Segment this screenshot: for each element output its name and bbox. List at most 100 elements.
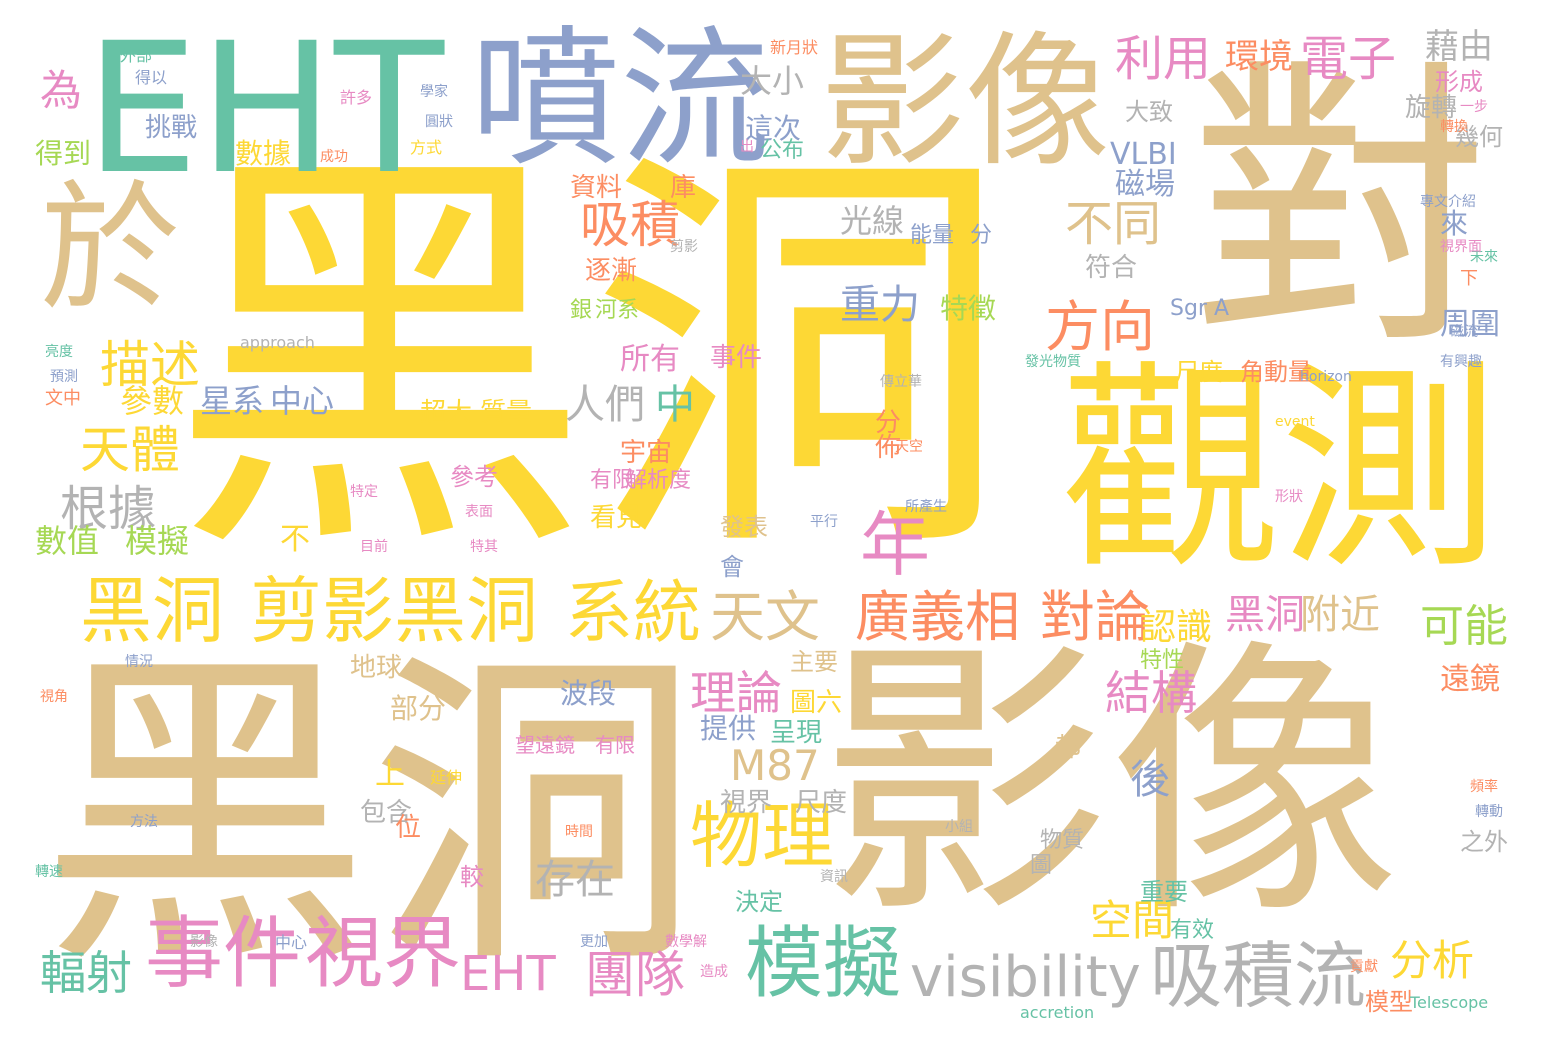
word: 剪影黑洞 xyxy=(250,569,539,653)
word: 方法 xyxy=(130,814,158,830)
word: 剪影 xyxy=(670,239,698,255)
word: 重力 xyxy=(840,282,920,328)
word: 方式 xyxy=(410,138,443,157)
word: 有興趣 xyxy=(1440,354,1482,370)
word: 公布 xyxy=(760,138,805,163)
word: 影像 xyxy=(190,934,218,950)
word: 大小 xyxy=(740,62,805,100)
word: 亮度 xyxy=(45,344,73,360)
word: 後 xyxy=(1130,757,1170,803)
word: 資料 xyxy=(570,173,623,203)
word: 視界 xyxy=(305,909,462,999)
word: 轉換 xyxy=(1440,119,1468,135)
word: 造成 xyxy=(700,964,728,980)
word: 模擬 xyxy=(125,522,190,560)
word: 圖 xyxy=(1030,853,1053,878)
word: 黑洞 xyxy=(1225,592,1305,638)
word: 許多 xyxy=(340,88,373,107)
word: 空間 xyxy=(1090,896,1175,945)
word: 主要 xyxy=(790,648,838,676)
word: 專文介紹 xyxy=(1420,194,1476,210)
word: 分 xyxy=(970,223,993,248)
word: 位 xyxy=(395,813,422,843)
word: 年 xyxy=(860,504,930,586)
word: 黑洞 xyxy=(80,569,225,653)
word: 解析度 xyxy=(625,468,692,493)
word: 模擬 xyxy=(745,919,902,1009)
word: 吸積流 xyxy=(1150,934,1367,1018)
word: 成功 xyxy=(320,149,348,165)
word: 星系 xyxy=(200,382,265,420)
word: VLBI xyxy=(1110,137,1177,172)
word: Telescope xyxy=(1410,993,1489,1012)
word: 附近 xyxy=(1300,592,1380,638)
word: 發表 xyxy=(720,513,768,541)
word: 圖六 xyxy=(790,688,843,718)
word-penliu: 噴流 xyxy=(470,13,771,187)
word: 貢獻 xyxy=(1350,959,1378,975)
word: 中 xyxy=(655,382,695,428)
word: 銀 xyxy=(570,298,593,323)
word: 吸積 xyxy=(580,196,680,254)
word: 藉由 xyxy=(1425,27,1493,67)
word: 事件 xyxy=(710,343,763,373)
word: M87 xyxy=(730,741,820,790)
word: 超大 xyxy=(420,398,473,428)
word: 物質 xyxy=(1040,828,1085,853)
word: 視角 xyxy=(40,689,68,705)
word: 特性 xyxy=(1140,648,1185,673)
word: 認識 xyxy=(1140,607,1213,648)
word: 團隊 xyxy=(585,946,685,1004)
word: 光線 xyxy=(840,202,905,240)
word: EHT xyxy=(460,946,556,1002)
word: 形狀 xyxy=(1275,489,1303,505)
word: 來 xyxy=(1440,207,1469,240)
word: 角動量 xyxy=(1240,358,1312,386)
word: 磁場 xyxy=(1115,167,1175,202)
word: 天空 xyxy=(895,439,923,455)
word: 包含 xyxy=(360,798,413,828)
word: Sgr A xyxy=(1170,296,1230,321)
word: 未來 xyxy=(1470,249,1498,265)
word: 數學解 xyxy=(665,934,707,950)
word: 特徵 xyxy=(940,292,997,325)
word: 佈 xyxy=(875,433,902,463)
word: 利用 xyxy=(1115,31,1212,87)
word: 參數 xyxy=(120,382,185,420)
word: accretion xyxy=(1020,1003,1095,1022)
word: 幾何 xyxy=(1455,123,1503,151)
word: 河系 xyxy=(595,298,640,323)
word: 有限 xyxy=(595,733,635,757)
word: 庫 xyxy=(670,173,697,203)
word: 可能 xyxy=(1420,601,1508,652)
word: 情況 xyxy=(125,654,153,670)
word: 有效 xyxy=(1170,918,1215,943)
word: 決定 xyxy=(735,888,783,916)
word-heidong-lower: 黑洞 xyxy=(40,623,700,1007)
word: 對論 xyxy=(1040,585,1151,649)
word: 事件 xyxy=(145,909,302,999)
word: 資訊 xyxy=(820,869,848,885)
word: 廣義相 xyxy=(855,585,1021,649)
word: 結構 xyxy=(1105,666,1197,720)
word: 發光物質 xyxy=(1025,354,1081,370)
word: 中心 xyxy=(275,933,308,952)
word: 提供 xyxy=(700,712,757,745)
word: 挑戰 xyxy=(145,113,198,143)
word: 輻射 xyxy=(40,946,132,1000)
word-heidong-main: 黑洞 xyxy=(170,115,1010,604)
word: 大致 xyxy=(1125,98,1173,126)
word: 更加 xyxy=(580,934,608,950)
word: 環境 xyxy=(1225,37,1293,77)
word: 人們 xyxy=(565,382,645,428)
word-guance: 觀測 xyxy=(1060,342,1501,598)
word: horizon xyxy=(1300,369,1352,385)
word: 參考 xyxy=(450,463,498,491)
word: 都 xyxy=(1055,733,1082,763)
word: 所產生 xyxy=(905,499,947,515)
word-yingxiang-lower: 影像 xyxy=(820,616,1400,953)
word: 存在 xyxy=(535,857,615,903)
word: 為 xyxy=(40,66,83,115)
word: 旋轉 xyxy=(1405,93,1458,123)
